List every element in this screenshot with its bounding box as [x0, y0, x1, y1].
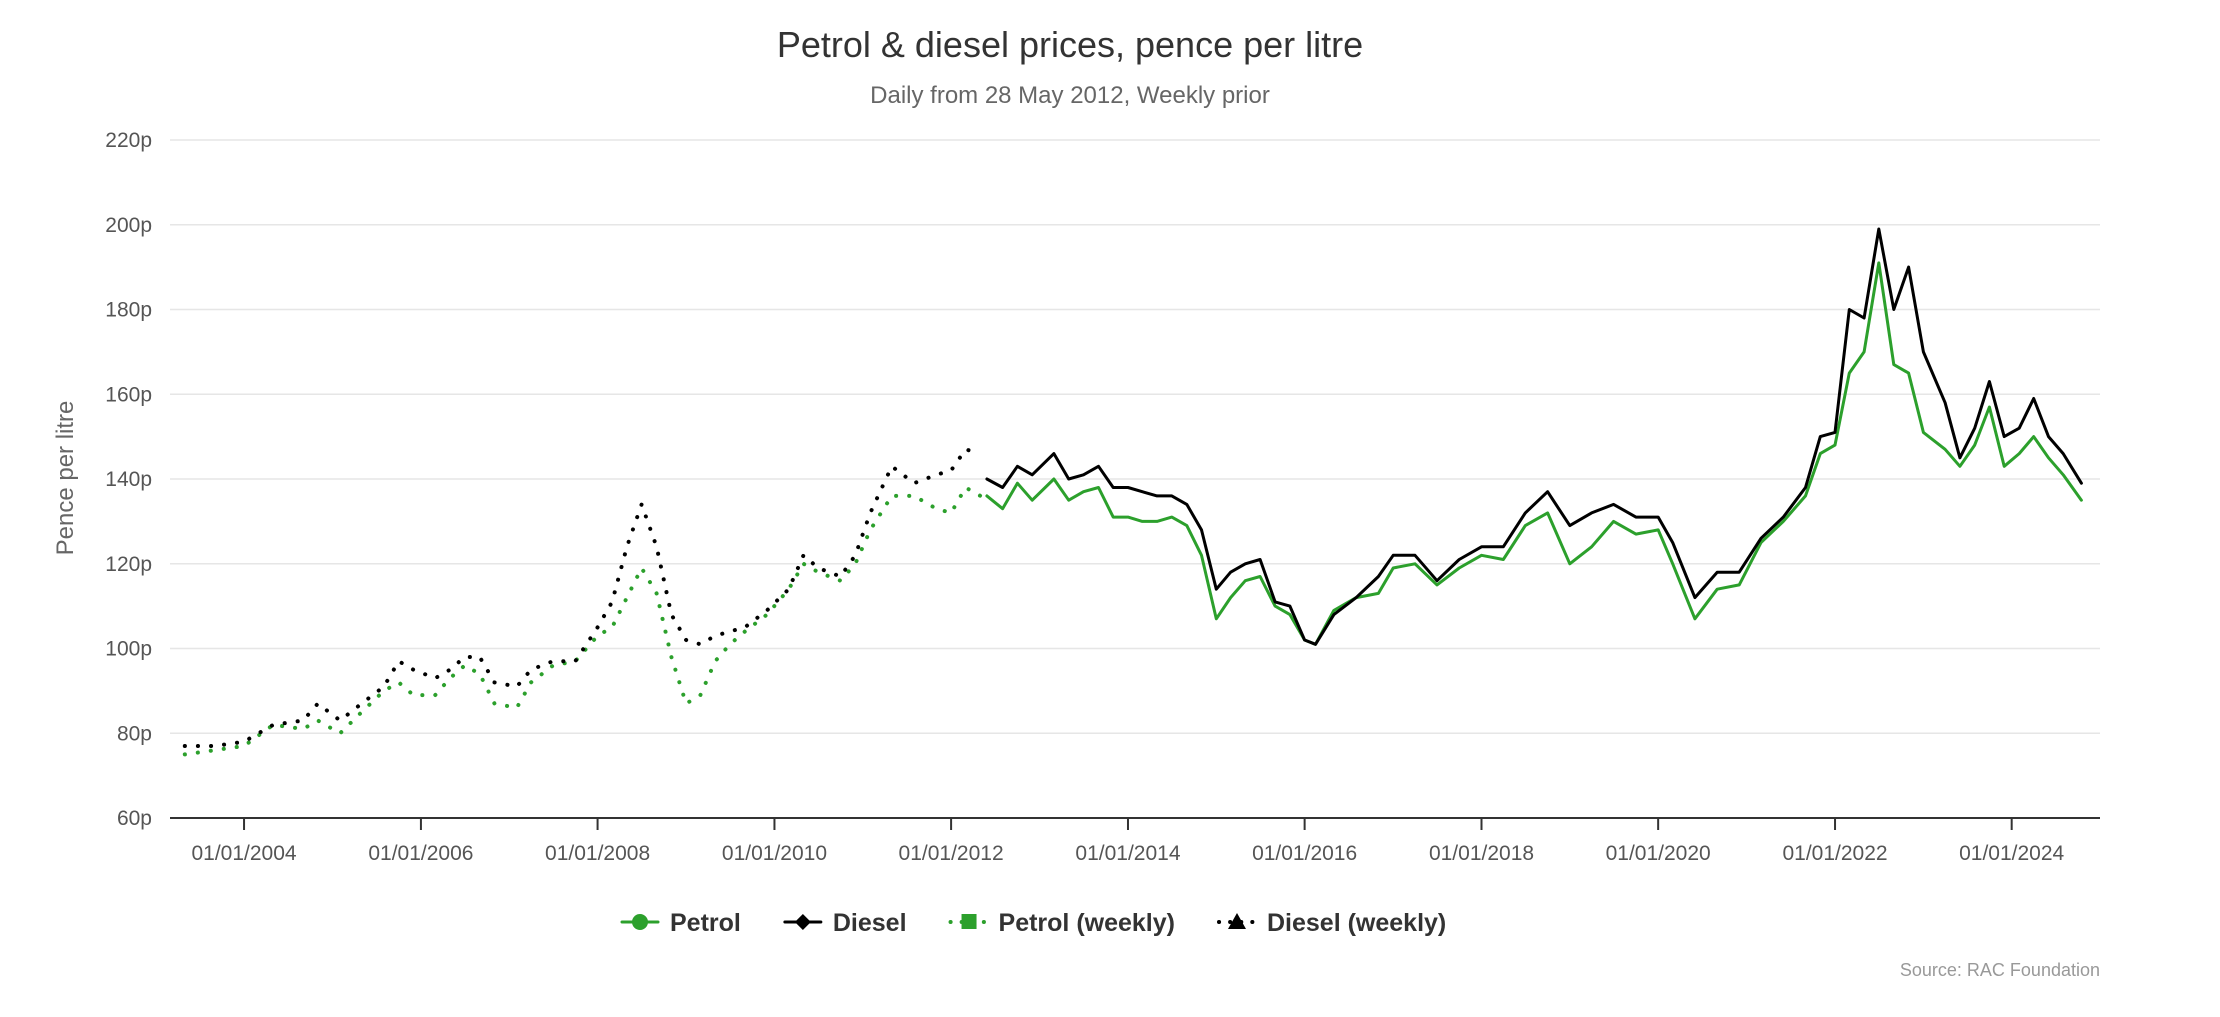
x-axis-ticks: 01/01/2004 01/01/2006 01/01/2008 01/01/2010… [170, 817, 2100, 865]
legend-item-3[interactable]: Diesel (weekly) [1216, 909, 1446, 937]
x-tick-label: 01/01/2010 [722, 842, 827, 865]
y-tick-label: 80p [117, 722, 152, 745]
legend-item-0[interactable]: Petrol [620, 909, 741, 937]
x-tick-label: 01/01/2024 [1959, 842, 2064, 865]
x-tick-label: 01/01/2022 [1782, 842, 1887, 865]
y-tick-label: 220p [105, 129, 152, 152]
x-tick-label: 01/01/2016 [1252, 842, 1357, 865]
legend-label: Diesel (weekly) [1267, 909, 1446, 937]
legend-marker-triangle [1227, 913, 1246, 929]
series-line-2 [985, 261, 2083, 646]
y-tick-label: 200p [105, 214, 152, 237]
x-tick-label: 01/01/2006 [368, 842, 473, 865]
x-tick-label: 01/01/2020 [1606, 842, 1711, 865]
x-tick-label: 01/01/2012 [899, 842, 1004, 865]
y-tick-label: 160p [105, 383, 152, 406]
x-tick-label: 01/01/2018 [1429, 842, 1534, 865]
x-tick-label: 01/01/2004 [191, 842, 296, 865]
x-tick-label: 01/01/2008 [545, 842, 650, 865]
y-tick-label: 120p [105, 553, 152, 576]
legend: Petrol Diesel Petrol (weekly) Diesel (weekl… [620, 909, 1446, 937]
source-credit: Source: RAC Foundation [1900, 960, 2100, 980]
y-tick-label: 60p [117, 807, 152, 830]
y-axis-ticks: 60p 80p 100p 120p 140p 160p 180p 200p 220p [105, 129, 152, 830]
legend-marker-circle [632, 914, 648, 930]
chart-subtitle: Daily from 28 May 2012, Weekly prior [870, 82, 1270, 109]
plot-area [182, 227, 2083, 757]
legend-marker-diamond [794, 914, 811, 930]
chart-title: Petrol & diesel prices, pence per litre [777, 24, 1363, 65]
legend-item-1[interactable]: Diesel [783, 909, 907, 937]
series-line-1 [182, 447, 983, 748]
legend-marker-square [961, 914, 977, 929]
gridlines [170, 139, 2100, 819]
legend-item-2[interactable]: Petrol (weekly) [948, 909, 1175, 937]
y-tick-label: 180p [105, 299, 152, 322]
series-line-3 [985, 227, 2083, 646]
series-line-0 [182, 485, 983, 757]
legend-label: Petrol [670, 909, 741, 937]
legend-label: Diesel [833, 909, 907, 937]
y-tick-label: 140p [105, 468, 152, 491]
y-tick-label: 100p [105, 638, 152, 661]
y-axis-label: Pence per litre [52, 401, 79, 556]
x-tick-label: 01/01/2014 [1075, 842, 1180, 865]
legend-label: Petrol (weekly) [999, 909, 1175, 937]
